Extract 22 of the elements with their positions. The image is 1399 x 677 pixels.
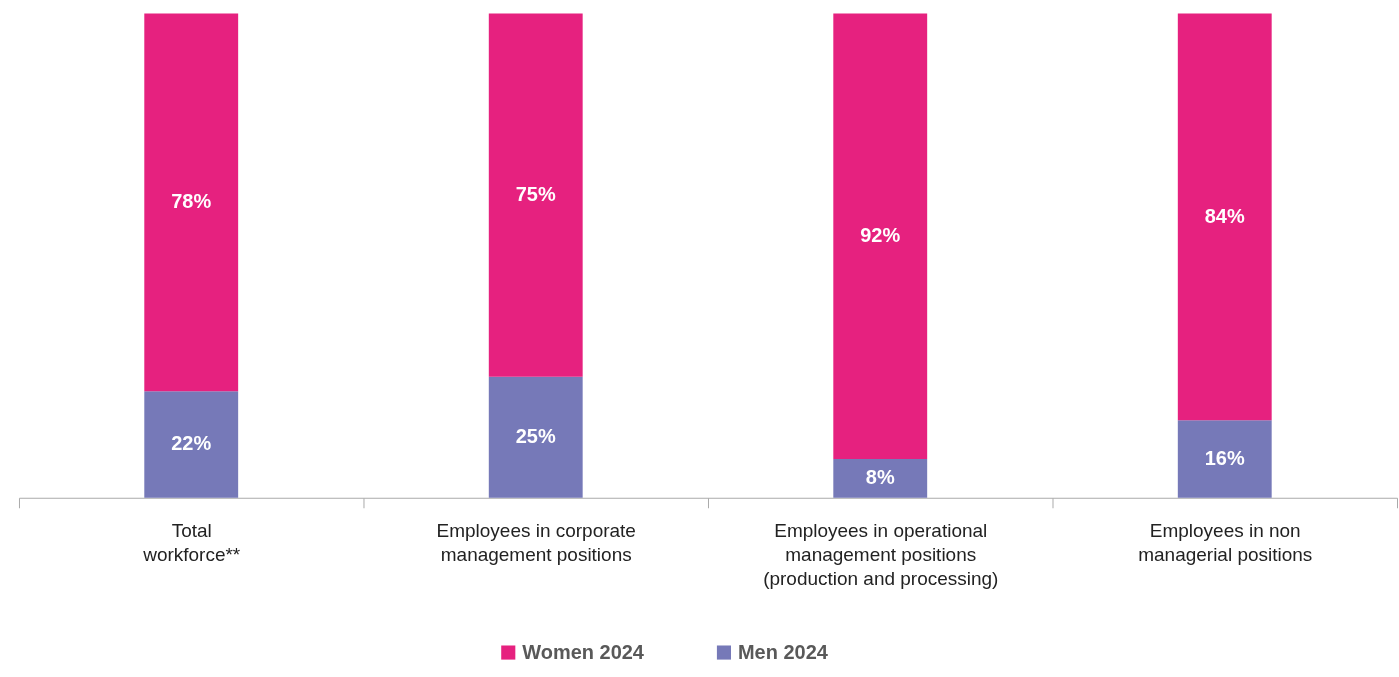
bar [1177, 13, 1272, 421]
data-label: 92% [860, 224, 901, 247]
legend-label: Women 2024 [522, 640, 644, 663]
bar [144, 391, 239, 498]
x-tick-label: Employees in non managerial positions [1138, 520, 1313, 566]
data-label: 75% [515, 183, 556, 206]
data-label: 25% [515, 425, 556, 448]
bar [833, 459, 928, 498]
x-tick-label: Employees in corporate management positions [436, 520, 636, 566]
data-label: 78% [171, 190, 212, 213]
data-label: 84% [1204, 204, 1245, 227]
data-label: 22% [171, 432, 212, 455]
bar [144, 13, 239, 392]
bar [488, 376, 583, 498]
data-label: 8% [865, 466, 895, 489]
bar [833, 13, 928, 460]
x-tick-label: Total workforce** [142, 520, 241, 566]
bar [1177, 420, 1272, 498]
x-tick-label: Employees in operational management positions (production and processing) [763, 520, 999, 590]
data-label: 16% [1204, 447, 1245, 470]
legend-label: Men 2024 [737, 640, 828, 663]
bar [488, 13, 583, 377]
